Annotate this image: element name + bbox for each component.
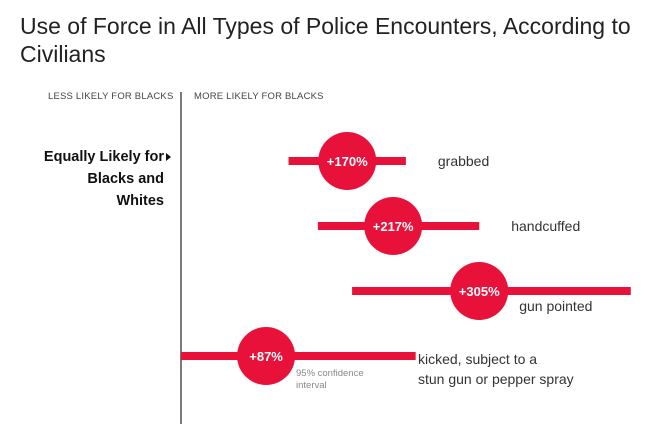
value-label: +305%	[459, 284, 500, 299]
value-dot	[364, 197, 423, 255]
value-dot	[237, 327, 296, 385]
axis-left-label: LESS LIKELY FOR BLACKS	[48, 91, 174, 102]
axis-right-label: MORE LIKELY FOR BLACKS	[194, 91, 324, 102]
value-dot	[450, 262, 509, 320]
category-label: kicked, subject to a stun gun or pepper s…	[418, 351, 574, 387]
category-label: handcuffed	[511, 218, 580, 234]
category-label: gun pointed	[519, 298, 592, 314]
ci-note: 95% confidence interval	[296, 368, 364, 391]
category-label: grabbed	[438, 153, 489, 169]
value-label: +217%	[373, 219, 414, 234]
value-dot	[318, 132, 377, 190]
chart-title: Use of Force in All Types of Police Enco…	[20, 13, 631, 67]
baseline-label: Equally Likely for Blacks and Whites	[43, 149, 164, 209]
value-label: +170%	[327, 154, 368, 169]
baseline-arrow-icon	[166, 153, 171, 161]
value-label: +87%	[249, 349, 283, 364]
